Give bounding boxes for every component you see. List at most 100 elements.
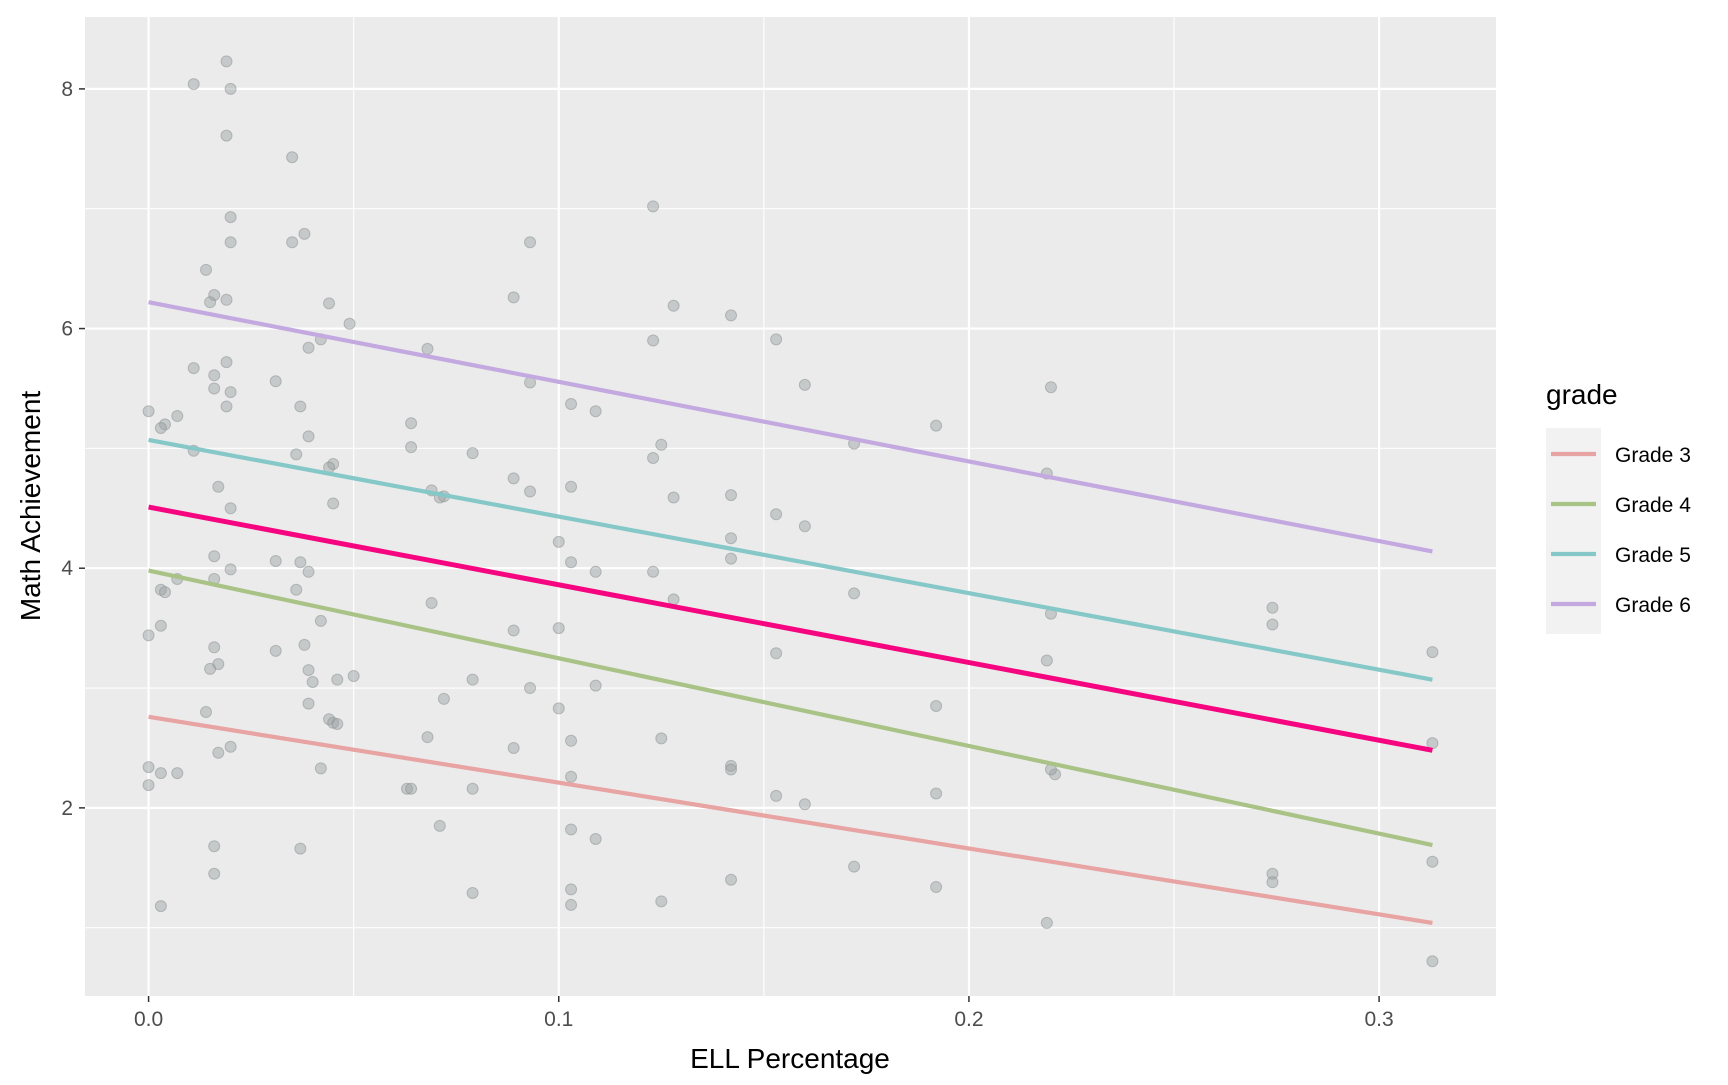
data-point [466,673,479,686]
data-point [524,485,537,498]
data-point [647,565,660,578]
data-point [466,886,479,899]
data-point [323,297,336,310]
data-point [142,779,155,792]
data-point [224,502,237,515]
data-point [667,491,680,504]
data-point [1266,876,1279,889]
data-point [1266,867,1279,880]
data-point [306,676,319,689]
data-point [187,362,200,375]
y-tick-label: 6 [61,318,73,341]
x-tick-label: 0.2 [954,1008,983,1031]
data-point [220,400,233,413]
legend-label: Grade 3 [1615,444,1691,467]
data-point [565,770,578,783]
data-point [405,417,418,430]
axes-layer: 0.0 0.1 0.2 0.3 2 4 6 8 [61,78,1393,1031]
series-line-grade-3 [148,714,1433,925]
data-point [565,556,578,569]
data-point [208,382,221,395]
data-point [200,706,213,719]
data-point [302,664,315,677]
data-point [290,583,303,596]
data-point [294,556,307,569]
data-point [930,880,943,893]
data-point [269,375,282,388]
data-point [154,619,167,632]
data-point [187,78,200,91]
data-point [331,717,344,730]
data-point [507,624,520,637]
legend-items: Grade 3 Grade 4 Grade 5 Grade 6 [1551,444,1691,617]
data-point [437,692,450,705]
data-point [930,419,943,432]
data-point [294,400,307,413]
data-point [220,293,233,306]
legend-label: Grade 6 [1615,594,1691,617]
data-point [142,761,155,774]
data-point [425,596,438,609]
data-point [298,638,311,651]
legend: grade Grade 3 Grade 4 Grade 5 Grade 6 [1546,379,1691,634]
data-point [208,289,221,302]
data-point [589,679,602,692]
data-point [314,762,327,775]
data-point [200,263,213,276]
x-axis-title: ELL Percentage [690,1043,890,1074]
data-point [589,405,602,418]
data-point [725,763,738,776]
data-point [725,873,738,886]
data-point [647,334,660,347]
data-point [466,782,479,795]
series-line-grade-6 [148,300,1433,554]
data-point [1426,955,1439,968]
data-point [327,497,340,510]
data-point [204,296,217,309]
data-point [930,787,943,800]
data-point [647,200,660,213]
data-point [331,673,344,686]
data-point [1044,381,1057,394]
data-point [1426,855,1439,868]
data-point [798,798,811,811]
data-point [224,740,237,753]
data-point [142,629,155,642]
data-point [848,860,861,873]
data-point [220,129,233,142]
data-point [1426,646,1439,659]
data-point [405,441,418,454]
data-point [269,555,282,568]
data-point [725,489,738,502]
data-point [565,823,578,836]
series-line-grade-5 [148,437,1433,682]
data-point [208,641,221,654]
data-point [1266,601,1279,614]
data-point [220,356,233,369]
data-point [286,236,299,249]
data-point [565,898,578,911]
data-point [589,833,602,846]
data-point [647,451,660,464]
data-point [224,82,237,95]
data-point [290,448,303,461]
data-point [589,565,602,578]
data-point [770,789,783,802]
lines-layer [148,300,1433,925]
data-point [507,741,520,754]
data-point [208,550,221,563]
data-point [725,759,738,772]
data-point [655,895,668,908]
data-point [302,565,315,578]
data-point [1266,618,1279,631]
data-point [204,662,217,675]
y-tick-label: 4 [61,557,73,580]
data-point [302,697,315,710]
data-point [552,622,565,635]
data-point [302,341,315,354]
plot-panel [85,17,1496,996]
data-point [667,299,680,312]
data-point [1040,654,1053,667]
data-point [224,386,237,399]
x-tick-label: 0.1 [544,1008,573,1031]
